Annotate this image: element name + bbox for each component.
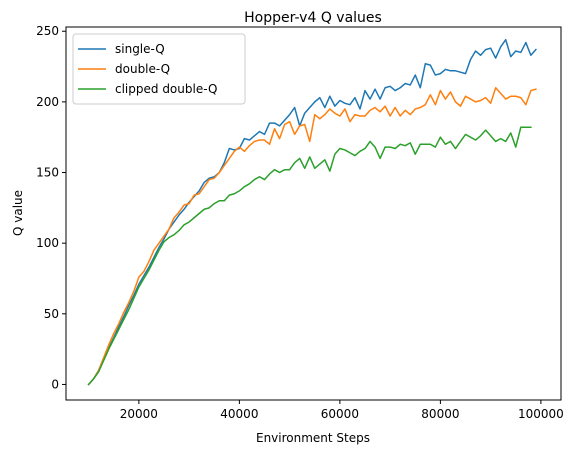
legend-box <box>72 33 246 105</box>
y-tick-label: 200 <box>36 95 59 109</box>
x-tick-label: 80000 <box>421 407 459 421</box>
y-tick-label: 100 <box>36 236 59 250</box>
y-tick-label: 250 <box>36 24 59 38</box>
x-tick-label: 60000 <box>321 407 359 421</box>
legend-items: single-Q double-Q clipped double-Q <box>78 42 217 96</box>
series-line-0 <box>87 38 537 386</box>
legend: single-Q double-Q clipped double-Q <box>72 33 246 105</box>
y-tick-label: 150 <box>36 166 59 180</box>
legend-label-0: single-Q <box>115 42 165 56</box>
x-tick-label: 100000 <box>518 407 564 421</box>
chart-title: Hopper-v4 Q values <box>244 10 382 26</box>
y-axis-ticks: 0 50 100 150 200 250 <box>36 24 66 391</box>
legend-label-2: clipped double-Q <box>115 82 217 96</box>
x-tick-label: 40000 <box>220 407 258 421</box>
series-line-2 <box>87 126 532 386</box>
plot-frame <box>65 26 562 401</box>
y-tick-label: 0 <box>51 377 59 391</box>
legend-label-1: double-Q <box>115 62 170 76</box>
x-tick-label: 20000 <box>120 407 158 421</box>
y-tick-label: 50 <box>44 307 59 321</box>
plot-lines <box>87 38 537 386</box>
x-axis-ticks: 20000 40000 60000 80000 100000 <box>120 400 564 421</box>
series-line-1 <box>87 87 537 386</box>
x-axis-label: Environment Steps <box>256 431 370 445</box>
y-axis-label: Q value <box>11 190 25 236</box>
